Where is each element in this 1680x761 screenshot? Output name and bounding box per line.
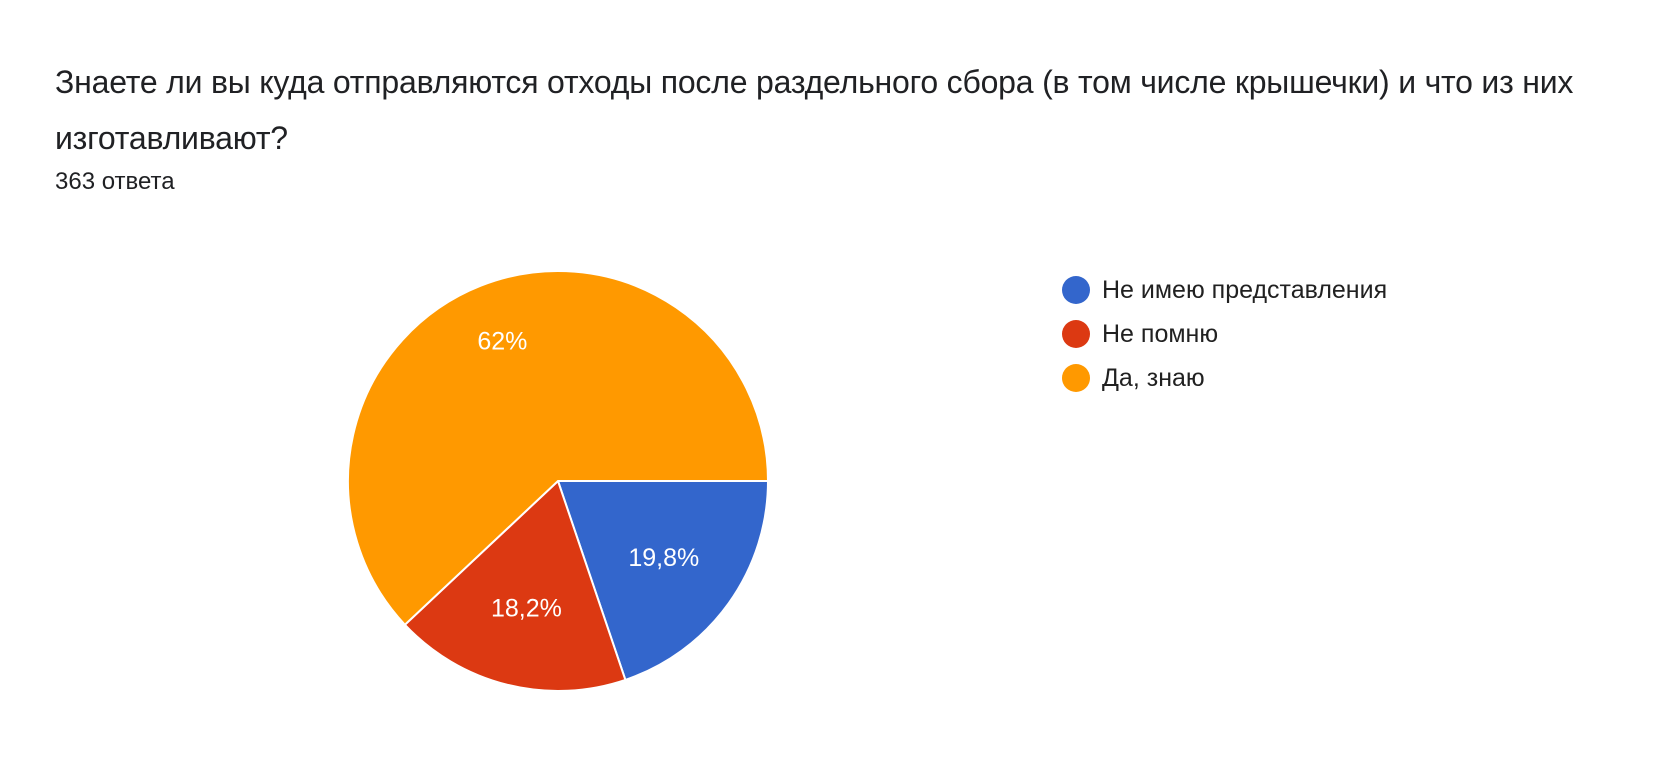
pie-slice [556, 480, 770, 682]
legend-label: Не помню [1102, 319, 1219, 348]
pie-slices [347, 270, 770, 692]
legend-item-yes-know: Да, знаю [1062, 356, 1387, 400]
pie-slice [347, 270, 770, 627]
slice-percent-label: 19,8% [628, 544, 699, 572]
legend-item-no-idea: Не имею представления [1062, 268, 1387, 312]
legend-label: Не имею представления [1102, 275, 1388, 304]
slice-percent-label: 62% [477, 327, 527, 355]
question-title: Знаете ли вы куда отправляются отходы по… [55, 64, 1574, 156]
legend-label: Да, знаю [1102, 363, 1205, 392]
chart-legend: Не имею представления Не помню Да, знаю [1062, 268, 1387, 400]
slice-percent-label: 18,2% [491, 594, 562, 622]
legend-item-dont-remember: Не помню [1062, 312, 1387, 356]
legend-dot-icon [1062, 276, 1090, 304]
response-count: 363 ответа [55, 168, 175, 195]
legend-dot-icon [1062, 364, 1090, 392]
pie-slice-labels: 19,8% 18,2% 62% [477, 327, 699, 622]
legend-dot-icon [1062, 320, 1090, 348]
pie-slice [403, 479, 627, 692]
